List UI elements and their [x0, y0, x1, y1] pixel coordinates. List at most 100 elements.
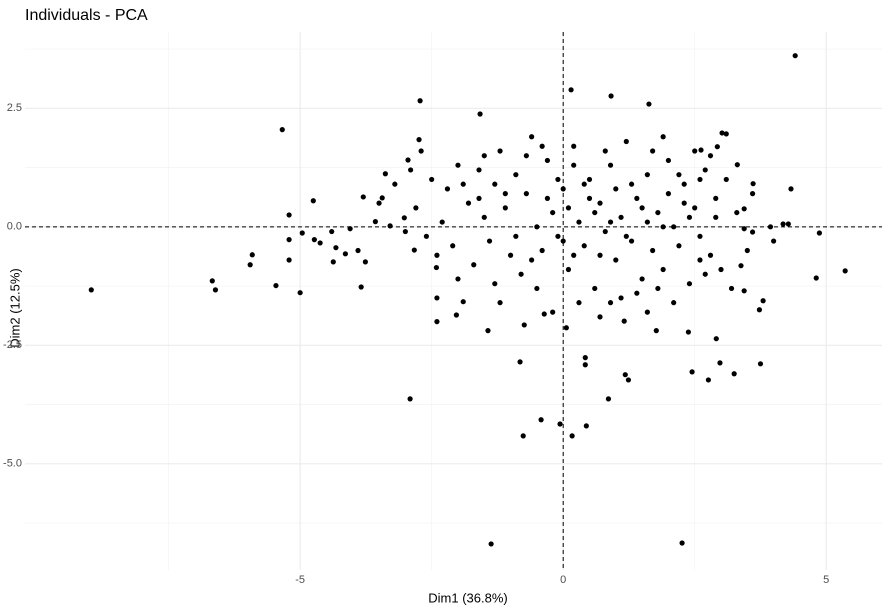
point	[497, 300, 503, 306]
point	[539, 143, 545, 149]
point	[453, 312, 459, 318]
point	[557, 421, 563, 427]
point	[476, 195, 482, 201]
point	[460, 299, 466, 305]
point	[362, 259, 368, 265]
point	[671, 300, 677, 306]
point	[734, 209, 740, 216]
point	[486, 238, 493, 244]
point	[517, 359, 523, 365]
point	[731, 371, 737, 377]
point	[534, 224, 540, 230]
point	[539, 247, 545, 254]
point	[418, 148, 424, 154]
point	[455, 276, 461, 282]
point	[714, 144, 720, 150]
point	[523, 191, 529, 197]
point	[634, 290, 640, 296]
point	[382, 171, 388, 177]
point	[586, 195, 593, 201]
point	[592, 209, 598, 216]
point	[544, 157, 551, 164]
point	[697, 257, 703, 263]
point	[639, 276, 645, 282]
point	[387, 223, 393, 229]
point	[581, 243, 587, 249]
point	[521, 322, 527, 328]
point	[538, 417, 544, 423]
point	[299, 230, 305, 236]
point	[738, 263, 744, 269]
point	[355, 247, 361, 254]
point	[723, 131, 729, 137]
point	[565, 205, 572, 211]
point	[465, 200, 472, 206]
point	[719, 130, 725, 136]
point	[560, 238, 566, 244]
point	[718, 266, 724, 273]
point	[423, 233, 430, 239]
point	[646, 101, 652, 107]
point	[279, 127, 285, 133]
chart-title: Individuals - PCA	[25, 7, 148, 24]
point	[702, 271, 708, 277]
point	[741, 226, 747, 232]
point	[816, 230, 822, 236]
point	[734, 162, 740, 168]
y-tick-label: -2.5	[3, 339, 22, 351]
point	[333, 245, 339, 251]
point	[571, 143, 577, 149]
point	[676, 172, 682, 178]
point	[417, 98, 423, 104]
point	[286, 237, 292, 243]
point	[689, 369, 695, 375]
point	[342, 251, 348, 257]
point	[618, 214, 624, 220]
point	[550, 209, 556, 216]
point	[660, 224, 666, 230]
point	[488, 541, 494, 547]
y-axis-title: Dim2 (12.5%)	[7, 268, 22, 347]
point	[372, 219, 378, 225]
point	[613, 257, 619, 263]
point	[481, 214, 487, 220]
point	[660, 266, 666, 273]
point	[602, 148, 608, 154]
point	[607, 219, 614, 225]
point	[273, 282, 279, 289]
point	[529, 134, 535, 140]
point	[507, 252, 514, 258]
point	[634, 195, 640, 201]
x-axis-title: Dim1 (36.8%)	[428, 590, 507, 605]
point	[741, 288, 747, 294]
point	[550, 309, 556, 315]
point	[249, 252, 255, 258]
point	[679, 540, 685, 546]
point	[586, 176, 593, 183]
point	[529, 257, 535, 263]
point	[741, 206, 747, 212]
point	[623, 233, 629, 239]
point	[450, 243, 456, 249]
y-tick-label: 2.5	[7, 102, 22, 114]
point	[568, 87, 574, 93]
point	[686, 214, 693, 220]
point	[685, 329, 691, 335]
point	[655, 209, 661, 216]
point	[455, 162, 461, 168]
point	[756, 307, 763, 313]
point	[723, 176, 729, 183]
point	[644, 309, 650, 315]
point	[523, 153, 529, 159]
point	[621, 318, 627, 324]
point	[392, 181, 398, 187]
point	[607, 300, 614, 306]
point	[698, 147, 704, 153]
point	[625, 377, 632, 383]
point	[576, 300, 582, 306]
point	[771, 238, 777, 244]
point	[697, 233, 703, 239]
point	[434, 252, 440, 258]
point	[728, 285, 735, 292]
